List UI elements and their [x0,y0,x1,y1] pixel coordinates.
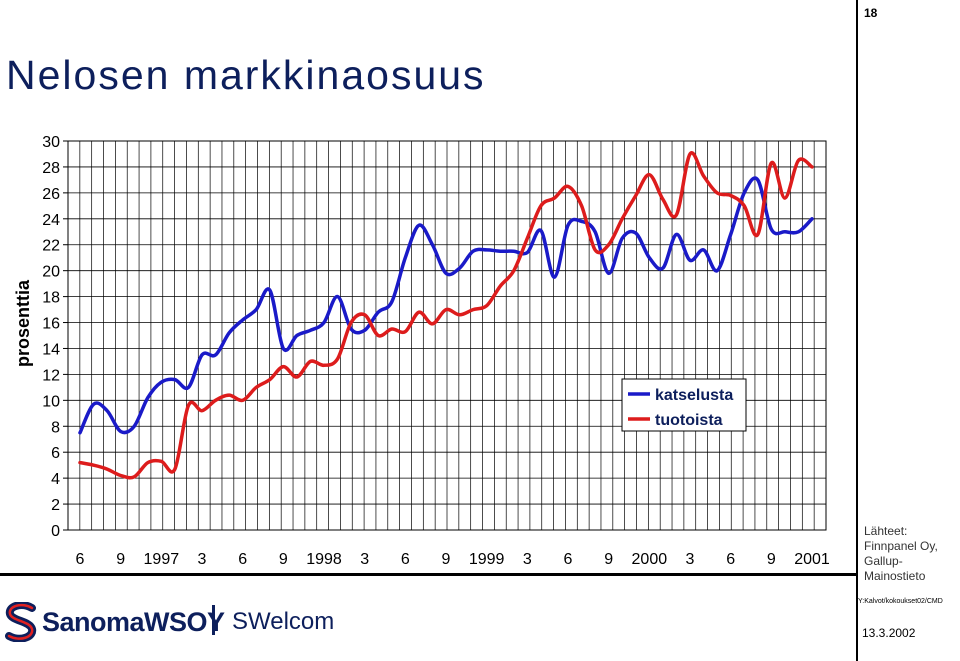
series-line-tuotoista [78,151,814,480]
logo-divider [212,605,215,635]
legend-box [621,378,747,432]
y-tick-label: 30 [42,134,60,151]
x-tick-label: 6 [726,551,735,568]
x-tick-label: 2000 [632,551,668,568]
x-tick-label: 6 [401,551,410,568]
y-tick-label: 24 [42,212,60,229]
y-axis-label: prosenttia [13,279,33,367]
sanomawsoy-logo: SanomaWSOY [4,600,225,644]
x-tick-label: 9 [442,551,451,568]
x-tick-label: 3 [523,551,532,568]
y-tick-label: 2 [51,497,60,514]
y-tick-label: 16 [42,316,60,333]
slide-title: Nelosen markkinaosuus [6,52,486,98]
y-tick-label: 10 [42,393,60,410]
y-tick-label: 28 [42,160,60,177]
page-number: 18 [864,6,878,20]
x-tick-label: 3 [198,551,207,568]
y-tick-label: 12 [42,367,60,384]
right-divider [856,0,858,661]
x-tick-label: 1999 [469,551,505,568]
bottom-divider [0,573,858,576]
x-tick-label: 3 [686,551,695,568]
x-tick-label: 1997 [144,551,180,568]
sanomawsoy-logo-icon [5,602,37,642]
x-tick-label: 9 [116,551,125,568]
y-tick-label: 20 [42,264,60,281]
file-path: Y:Kalvot/kokoukset02/CMD [858,598,943,605]
slide-date: 13.3.2002 [862,626,916,640]
y-tick-label: 6 [51,445,60,462]
sources-label: Lähteet: [864,524,908,538]
x-tick-label: 1998 [306,551,342,568]
series-line-katselusta [78,176,814,435]
x-tick-label: 6 [238,551,247,568]
y-tick-label: 8 [51,419,60,436]
division-name: SWelcom [232,608,335,635]
x-tick-label: 3 [360,551,369,568]
y-tick-label: 26 [42,186,60,203]
source-finnpanel: Finnpanel Oy, [864,539,938,553]
y-tick-label: 14 [42,341,60,358]
x-tick-label: 2001 [794,551,830,568]
x-tick-label: 9 [604,551,613,568]
x-tick-label: 6 [564,551,573,568]
y-tick-label: 4 [51,471,60,488]
logo-text: SanomaWSOY [42,606,225,637]
x-tick-label: 6 [76,551,85,568]
legend-label-katselusta: katselusta [655,387,733,404]
y-tick-label: 22 [42,238,60,255]
sources: Lähteet: Finnpanel Oy, Gallup-Mainostiet… [864,524,960,584]
x-tick-label: 9 [279,551,288,568]
x-tick-label: 9 [767,551,776,568]
y-tick-label: 18 [42,290,60,307]
source-gallup: Gallup-Mainostieto [864,554,926,583]
legend-label-tuotoista: tuotoista [655,412,723,429]
y-tick-label: 0 [51,523,60,540]
